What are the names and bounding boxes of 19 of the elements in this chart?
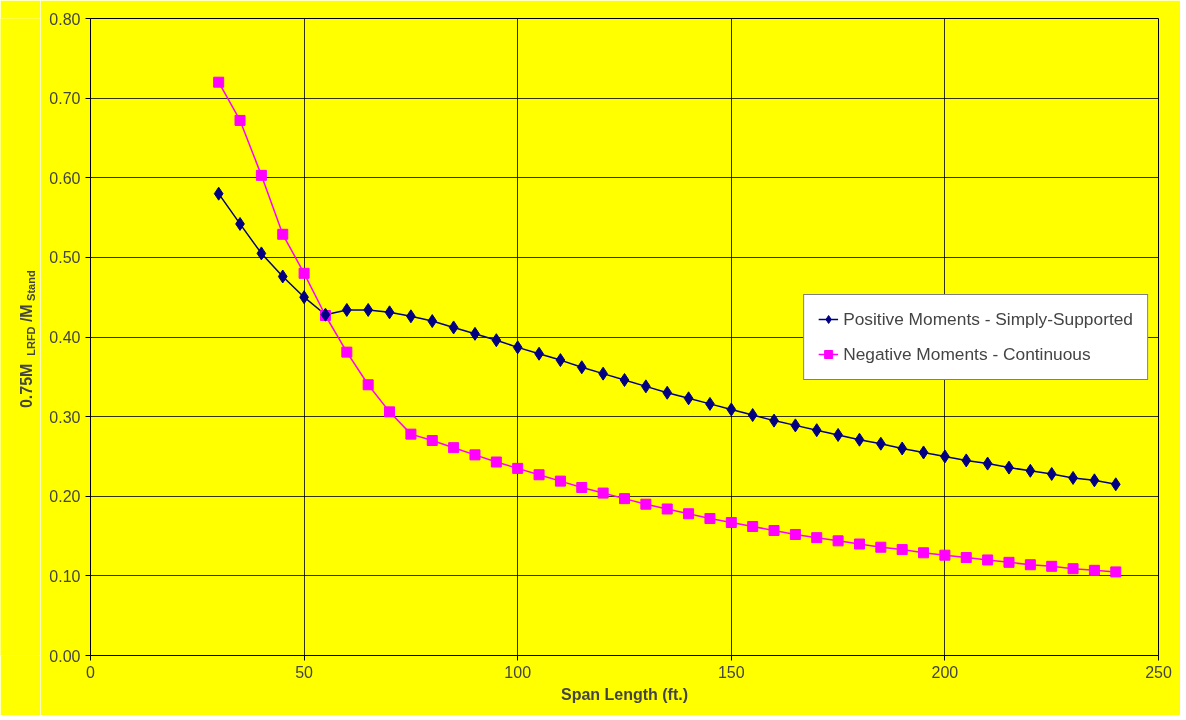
- x-tick-label: 200: [931, 663, 959, 681]
- y-tick-label: 0.40: [49, 329, 81, 346]
- x-tick-label: 250: [1145, 663, 1172, 681]
- y-tick-label: 0.00: [49, 647, 81, 665]
- y-axis-title: 0.75MLRFD/MStand: [18, 270, 37, 409]
- y-tick-label: 0.20: [49, 488, 81, 506]
- legend-label: Negative Moments - Continuous: [843, 343, 1091, 365]
- x-axis-title: Span Length (ft.): [560, 685, 689, 703]
- y-tick-label: 0.60: [49, 169, 81, 187]
- x-tick-label: 0: [86, 663, 96, 681]
- y-tick-label: 0.10: [49, 567, 81, 585]
- x-tick-label: 100: [504, 663, 532, 681]
- x-tick-label: 150: [717, 663, 745, 681]
- legend-label: Positive Moments - Simply-Supported: [843, 308, 1133, 330]
- x-tick-label: 50: [295, 663, 314, 681]
- y-tick-label: 0.50: [49, 249, 81, 267]
- y-tick-label: 0.30: [49, 408, 81, 426]
- y-tick-label: 0.70: [49, 90, 81, 108]
- y-tick-label: 0.80: [49, 10, 81, 28]
